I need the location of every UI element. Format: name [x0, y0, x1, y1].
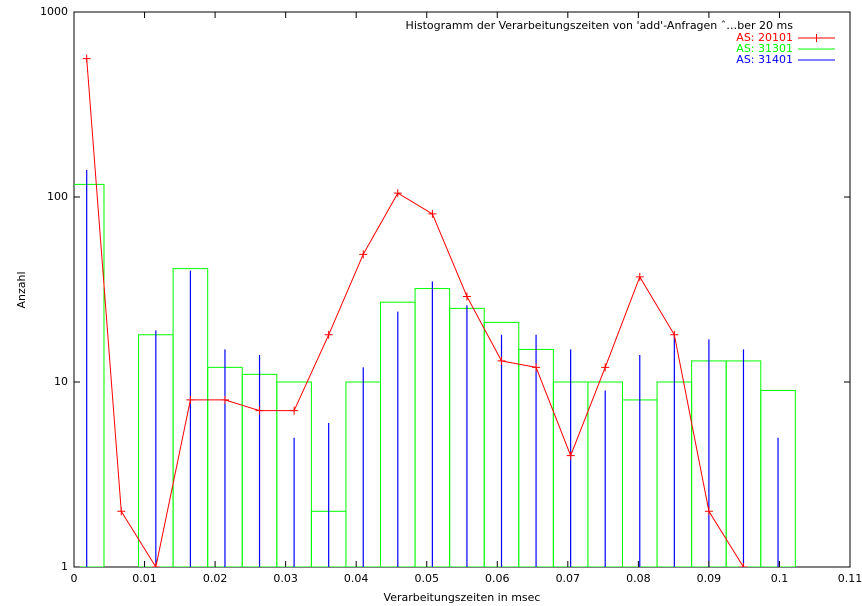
point: [462, 292, 471, 301]
point: [220, 395, 229, 404]
legend-label: AS: 31301: [736, 42, 793, 55]
x-tick-label: 0.04: [344, 572, 369, 585]
x-tick-label: 0.09: [697, 572, 722, 585]
point: [117, 507, 126, 516]
point: [566, 451, 575, 460]
y-tick-label: 1: [61, 560, 68, 573]
point: [255, 406, 264, 415]
point: [82, 54, 91, 63]
x-tick-label: 0.08: [626, 572, 651, 585]
box: [760, 389, 796, 567]
legend-label: AS: 31401: [736, 53, 793, 66]
x-tick-label: 0: [71, 572, 78, 585]
y-tick-label: 1000: [40, 5, 68, 18]
x-tick-label: 0.07: [556, 572, 581, 585]
point: [497, 356, 506, 365]
plot-area: [74, 54, 796, 567]
point: [428, 209, 437, 218]
point: [635, 272, 644, 281]
x-axis-label: Verarbeitungszeiten in msec: [384, 591, 541, 604]
point: [601, 363, 610, 372]
chart-title: Histogramm der Verarbeitungszeiten von '…: [406, 19, 794, 32]
point: [290, 406, 299, 415]
x-tick-label: 0.02: [203, 572, 228, 585]
y-axis-label: Anzahl: [15, 271, 28, 308]
point: [359, 250, 368, 259]
point: [670, 330, 679, 339]
x-tick-label: 0.05: [414, 572, 439, 585]
x-tick-label: 0.01: [132, 572, 157, 585]
legend-marker: [812, 34, 821, 42]
x-tick-label: 0.06: [485, 572, 510, 585]
x-tick-label: 0.03: [273, 572, 298, 585]
x-tick-label: 0.1: [771, 572, 789, 585]
point: [324, 330, 333, 339]
point: [532, 363, 541, 372]
x-tick-label: 0.11: [838, 572, 862, 585]
point: [393, 189, 402, 198]
point: [151, 563, 160, 567]
point: [704, 507, 713, 516]
line: [86, 58, 744, 567]
legend-label: AS: 20101: [736, 31, 793, 44]
y-tick-label: 10: [54, 375, 68, 388]
y-tick-label: 100: [47, 190, 68, 203]
point: [186, 395, 195, 404]
point: [739, 563, 748, 567]
box: [276, 381, 312, 567]
